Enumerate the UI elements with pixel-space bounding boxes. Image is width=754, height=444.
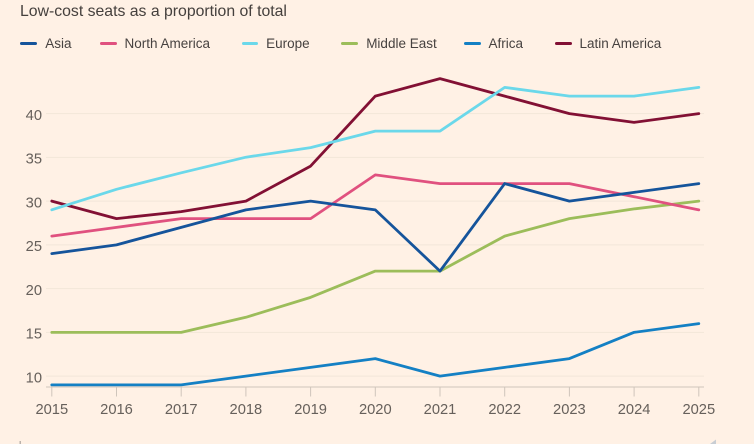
svg-text:2023: 2023	[553, 402, 586, 418]
svg-text:2015: 2015	[35, 402, 68, 418]
svg-text:2025: 2025	[682, 402, 715, 418]
svg-text:15: 15	[26, 327, 42, 343]
svg-text:2024: 2024	[618, 402, 651, 418]
svg-text:2021: 2021	[424, 402, 457, 418]
svg-text:2020: 2020	[359, 402, 392, 418]
svg-text:2016: 2016	[100, 402, 133, 418]
svg-text:40: 40	[26, 108, 42, 124]
svg-text:25: 25	[26, 239, 42, 255]
svg-text:2022: 2022	[488, 402, 521, 418]
svg-text:30: 30	[26, 195, 42, 211]
svg-text:10: 10	[26, 370, 42, 386]
svg-text:2018: 2018	[230, 402, 263, 418]
svg-text:2019: 2019	[294, 402, 327, 418]
svg-text:20: 20	[26, 283, 42, 299]
svg-text:2017: 2017	[165, 402, 198, 418]
svg-text:35: 35	[26, 152, 42, 168]
